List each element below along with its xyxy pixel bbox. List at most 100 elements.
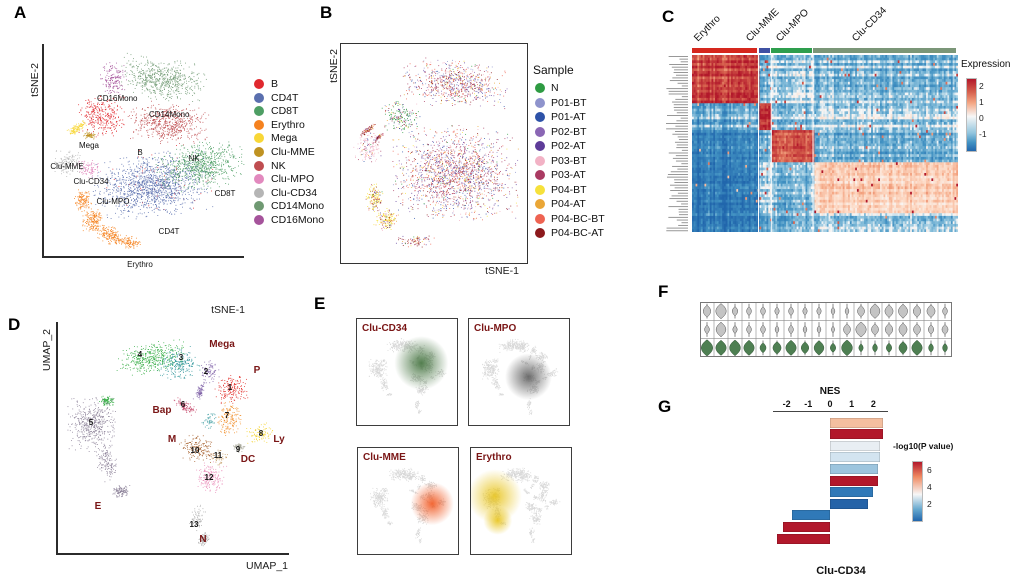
cluster-label-Erythro: Erythro (127, 260, 153, 269)
panel-b-legend-title: Sample (533, 63, 574, 77)
gsea-tick-2: 2 (870, 399, 876, 409)
violin-BM-1-KIT (857, 305, 865, 318)
violin-Clu-CD34-CLU (928, 343, 934, 353)
cluster-label-Clu-MPO: Clu-MPO (96, 197, 130, 206)
violin-BM-7-RGS2 (941, 324, 949, 335)
umap-annotation-E: E (94, 501, 102, 512)
cluster-number-9: 9 (235, 445, 241, 454)
sample-swatch-P04-AT (535, 199, 545, 209)
sample-label-P04-BC-BT: P04-BC-BT (551, 212, 605, 225)
gsea-bar-MIR21_TARGETS (776, 533, 830, 544)
pvalue-tick-6: 6 (927, 465, 932, 475)
panel-label-d: D (8, 315, 21, 334)
feature-panel-title-Clu-CD34: Clu-CD34 (362, 323, 408, 334)
violin-Clu-CD34-SOX4 (715, 339, 727, 356)
panel-label-c: C (662, 7, 675, 26)
violin-BM-7-SOX4 (715, 321, 727, 338)
umap-annotation-P: P (253, 365, 261, 376)
legend-item-Clu-MME: Clu-MME (254, 146, 364, 159)
violin-Clu-CD34-LGALS1 (729, 339, 741, 357)
legend-item-CD8T: CD8T (254, 105, 364, 118)
sample-swatch-P01-BT (535, 97, 545, 108)
violin-BM-1-MZB1 (802, 306, 808, 316)
legend-item-Mega: Mega (254, 132, 364, 145)
violin-BM-7-CLU (928, 324, 934, 335)
violin-BM-1-TGFB1 (760, 306, 766, 316)
gsea-tick-0: 0 (827, 399, 833, 409)
column-group-label-Clu-CD34: Clu-CD34 (850, 5, 890, 44)
legend-label-Clu-MPO: Clu-MPO (271, 173, 315, 186)
violin-Clu-CD34-MALAT1 (743, 339, 755, 356)
cluster-number-8: 8 (258, 429, 264, 438)
sample-label-P01-BT: P01-BT (551, 96, 587, 109)
sample-legend-item-P04-BC-AT: P04-BC-AT (535, 227, 645, 240)
violin-Clu-CD34-GAS2 (830, 342, 836, 353)
gsea-axis-title: NES (819, 386, 841, 397)
expression-colorbar-title: Expression (961, 59, 1011, 70)
violin-BM-7-JUN (898, 322, 908, 337)
legend-item-Erythro: Erythro (254, 119, 364, 132)
violin-Clu-CD34-IL1RAP (841, 339, 853, 357)
violin-Clu-CD34-CD34 (701, 339, 713, 357)
legend-swatch-Clu-CD34 (254, 187, 264, 198)
legend-label-NK: NK (271, 159, 286, 172)
gsea-footer-label: Clu-CD34 (816, 565, 866, 577)
violin-BM-1-CLU (926, 304, 936, 318)
sample-swatch-P04-BC-AT (535, 228, 545, 238)
legend-swatch-CD4T (254, 92, 264, 103)
violin-Clu-CD34-ANXA1 (785, 339, 797, 356)
pvalue-colorbar (912, 461, 923, 522)
cluster-number-5: 5 (88, 418, 94, 427)
legend-item-B: B (254, 78, 364, 91)
annotation-bar-Clu-MPO (771, 48, 812, 53)
legend-item-CD14Mono: CD14Mono (254, 200, 364, 213)
feature-canvas-Clu-MME (358, 448, 457, 553)
cluster-number-1: 1 (227, 383, 233, 392)
feature-panel-title-Clu-MPO: Clu-MPO (474, 323, 517, 334)
violin-BM-1-CD34 (703, 304, 711, 318)
panel-d-y-axis-label: UMAP_2 (41, 329, 53, 372)
sample-swatch-P04-BC-BT (535, 213, 545, 224)
feature-canvas-Clu-MPO (469, 319, 568, 424)
violin-BM-7-GAS2 (831, 325, 835, 334)
violin-Clu-CD34-PTEN (886, 342, 892, 353)
annotation-bar-Erythro (692, 48, 757, 53)
feature-panel-title-Erythro: Erythro (476, 452, 512, 463)
violin-BM-7-CXCR4 (913, 323, 921, 336)
cluster-label-NK: NK (188, 154, 200, 163)
legend-label-CD16Mono: CD16Mono (271, 214, 325, 226)
panel-d-y-axis (56, 322, 58, 554)
expression-tick--1: -1 (979, 129, 987, 139)
violin-BM-1-GAS2 (830, 307, 836, 316)
cluster-number-7: 7 (224, 411, 230, 420)
cluster-number-13: 13 (189, 520, 199, 529)
legend-swatch-B (254, 79, 264, 89)
sample-legend-item-P04-AT: P04-AT (535, 198, 645, 211)
expression-colorbar (966, 78, 977, 152)
gsea-bar-INTERFERON_GAMMA_SIGNALING (830, 452, 880, 463)
gsea-bar-RESPIRATORY_ELECTRON_TRANSPORT (830, 417, 884, 428)
sample-swatch-P03-AT (535, 170, 545, 180)
violin-BM-7-MALAT1 (746, 324, 752, 335)
legend-swatch-Erythro (254, 119, 264, 130)
violin-BM-7-ANXA1 (788, 324, 794, 335)
gsea-bar-WNT_BETA_CATENIN_SIGNALING (792, 510, 830, 521)
panel-a-y-axis (42, 44, 44, 257)
feature-panel-Clu-MPO: Clu-MPO (468, 318, 570, 426)
gsea-bar-CELLULAR_RESPONSE_TO_HYPOXIA (830, 440, 880, 451)
violin-grid (700, 302, 952, 357)
legend-swatch-Clu-MPO (254, 174, 264, 185)
violin-BM-1-SOX4 (715, 303, 727, 320)
expression-tick-1: 1 (979, 97, 984, 107)
legend-label-Clu-MME: Clu-MME (271, 146, 315, 158)
violin-BM-1-PRDX5 (816, 306, 822, 316)
sample-label-P04-BT: P04-BT (551, 183, 587, 196)
panel-a-scatter-canvas (43, 42, 253, 258)
legend-item-NK: NK (254, 160, 364, 173)
cluster-number-12: 12 (204, 473, 214, 482)
gsea-bar-INTERFERON_ALPHA_BETA_SIGNALING (830, 487, 874, 498)
feature-canvas-Clu-CD34 (357, 319, 456, 424)
violin-BM-1-CXCR4 (913, 304, 921, 318)
sample-legend-item-P04-BT: P04-BT (535, 184, 645, 197)
violin-Clu-CD34-RGS2 (942, 343, 948, 353)
